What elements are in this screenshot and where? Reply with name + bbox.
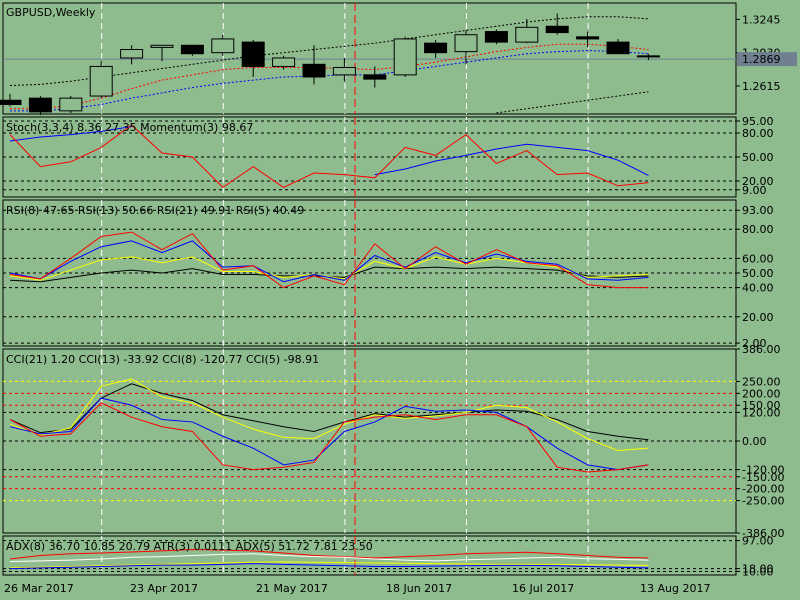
price-tick-label-0: 1.3245 bbox=[742, 13, 781, 26]
tick-label-3-7: -150.00 bbox=[742, 471, 784, 484]
panel-title-3: CCI(21) 1.20 CCI(13) -33.92 CCI(8) -120.… bbox=[6, 353, 319, 366]
tick-label-3-8: -200.00 bbox=[742, 483, 784, 496]
candle-body-13 bbox=[393, 38, 417, 76]
candle-body-15 bbox=[454, 34, 478, 53]
candle-body-11 bbox=[332, 66, 356, 76]
chart-marks bbox=[0, 13, 660, 570]
candle-body-10 bbox=[302, 63, 326, 78]
candle-body-6 bbox=[180, 44, 204, 55]
candle-body-7 bbox=[211, 38, 235, 54]
tick-label-1-0: 95.00 bbox=[742, 115, 774, 128]
series-line-2-2 bbox=[9, 240, 649, 283]
x-axis-label-5: 13 Aug 2017 bbox=[640, 582, 710, 595]
candle-body-2 bbox=[59, 97, 83, 112]
candle-body-1 bbox=[28, 97, 52, 113]
tick-label-3-5: 0.00 bbox=[742, 435, 767, 448]
candle-body-0 bbox=[0, 99, 22, 105]
tick-label-2-5: 20.00 bbox=[742, 311, 774, 324]
tick-label-4-0: 97.00 bbox=[742, 535, 774, 548]
tick-label-3-6: -120.00 bbox=[742, 464, 784, 477]
tick-label-1-2: 50.00 bbox=[742, 151, 774, 164]
candle-body-16 bbox=[484, 31, 508, 43]
tick-label-4-2: 10.00 bbox=[742, 565, 774, 578]
tick-label-2-1: 80.00 bbox=[742, 223, 774, 236]
series-line-2-3 bbox=[9, 231, 649, 289]
series-line-3-2 bbox=[9, 397, 649, 471]
x-axis-label-3: 18 Jun 2017 bbox=[386, 582, 452, 595]
panel-frame-0 bbox=[2, 2, 737, 115]
ma-red-line bbox=[10, 43, 649, 110]
envelope-lower-line bbox=[496, 91, 649, 114]
candle-body-21 bbox=[636, 55, 660, 58]
candle-body-3 bbox=[89, 65, 113, 97]
series-line-3-0 bbox=[9, 383, 649, 441]
chart-labels: 1.32451.29301.26151.2869GBPUSD,Weekly95.… bbox=[4, 6, 797, 595]
tick-label-1-1: 80.00 bbox=[742, 127, 774, 140]
tick-label-3-9: -250.00 bbox=[742, 495, 784, 508]
price-panel-title: GBPUSD,Weekly bbox=[6, 6, 96, 19]
series-line-1-2 bbox=[9, 124, 649, 189]
tick-label-1-3: 20.00 bbox=[742, 175, 774, 188]
panel-title-4: ADX(8) 36.70 10.85 20.79 ATR(3) 0.0111 A… bbox=[6, 540, 373, 553]
series-line-4-0 bbox=[9, 561, 649, 569]
tick-label-3-0: 386.00 bbox=[742, 343, 781, 356]
tick-label-3-10: -386.00 bbox=[742, 527, 784, 540]
candle-body-14 bbox=[424, 42, 448, 54]
x-axis-label-0: 26 Mar 2017 bbox=[4, 582, 74, 595]
envelope-upper-line bbox=[9, 16, 649, 86]
tick-label-3-3: 150.00 bbox=[742, 399, 781, 412]
candle-body-20 bbox=[606, 41, 630, 55]
candle-body-19 bbox=[576, 36, 600, 40]
indicator-panels bbox=[2, 2, 737, 576]
x-axis-label-2: 21 May 2017 bbox=[256, 582, 328, 595]
ma-blue-line bbox=[10, 50, 649, 112]
x-axis-label-1: 23 Apr 2017 bbox=[130, 582, 198, 595]
tick-label-3-2: 200.00 bbox=[742, 387, 781, 400]
tick-label-2-4: 40.00 bbox=[742, 282, 774, 295]
candle-body-5 bbox=[150, 44, 174, 48]
candle-body-12 bbox=[363, 74, 387, 80]
candle-body-9 bbox=[272, 57, 296, 67]
series-line-2-1 bbox=[9, 256, 649, 281]
tick-label-2-6: 2.00 bbox=[742, 337, 767, 350]
tick-label-3-4: 120.00 bbox=[742, 406, 781, 419]
candle-body-18 bbox=[545, 25, 569, 34]
series-line-3-1 bbox=[9, 378, 649, 452]
tick-label-3-1: 250.00 bbox=[742, 375, 781, 388]
panel-title-2: RSI(8) 47.65 RSI(13) 50.66 RSI(21) 49.91… bbox=[6, 204, 304, 217]
series-line-3-3 bbox=[9, 402, 649, 473]
series-line-4-2 bbox=[9, 553, 649, 563]
candle-body-4 bbox=[120, 49, 144, 59]
candle-body-8 bbox=[241, 41, 265, 67]
candle-body-17 bbox=[515, 26, 539, 43]
tick-label-2-3: 50.00 bbox=[742, 267, 774, 280]
series-line-4-1 bbox=[9, 548, 649, 560]
series-line-4-3 bbox=[9, 563, 649, 570]
price-label: 1.2869 bbox=[742, 53, 781, 66]
series-line-1-0 bbox=[9, 126, 649, 176]
tick-label-2-2: 60.00 bbox=[742, 252, 774, 265]
price-tick-label-2: 1.2615 bbox=[742, 80, 781, 93]
tick-label-1-4: 9.00 bbox=[742, 184, 767, 197]
x-axis-label-4: 16 Jul 2017 bbox=[512, 582, 574, 595]
tick-label-2-0: 93.00 bbox=[742, 204, 774, 217]
tick-label-4-1: 18.00 bbox=[742, 563, 774, 576]
price-label-box bbox=[737, 52, 797, 67]
panel-title-1: Stoch(3,3,4) 8.36 27.35 Momentum(3) 98.6… bbox=[6, 121, 253, 134]
